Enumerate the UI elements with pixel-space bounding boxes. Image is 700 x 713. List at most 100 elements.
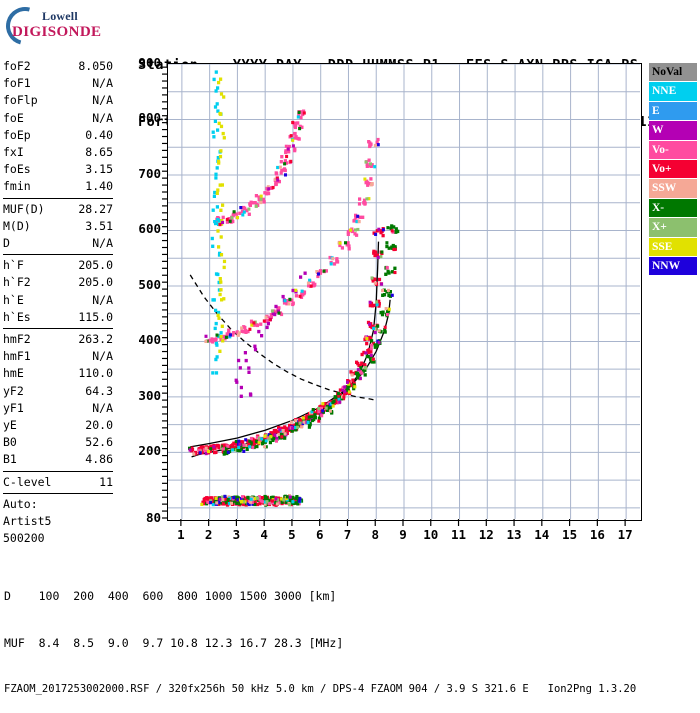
param-row-hes: h`Es 115.0 (3, 309, 113, 326)
param-row-d: D N/A (3, 235, 113, 252)
param-key: yE (3, 418, 17, 433)
param-key: M(D) (3, 218, 31, 233)
param-group-divider (3, 470, 113, 472)
footer-muf-row: MUF 8.4 8.5 9.0 9.7 10.8 12.3 16.7 28.3 … (4, 635, 344, 650)
param-key: C-level (3, 474, 52, 489)
y-axis-tick-label: 500 (138, 276, 161, 292)
data-series (215, 77, 227, 353)
param-value: N/A (92, 76, 113, 91)
param-key: h`Es (3, 309, 31, 324)
param-key: fmin (3, 179, 31, 194)
param-key: yF1 (3, 400, 24, 415)
legend-item-vo[interactable]: Vo+ (649, 159, 697, 180)
legend-item-e[interactable]: E (649, 101, 697, 122)
param-value: 4.86 (85, 452, 113, 467)
param-value: 52.6 (85, 435, 113, 450)
param-row-hmf2: hmF2 263.2 (3, 331, 113, 348)
param-value: 8.050 (78, 59, 113, 73)
x-axis-tick-label: 13 (506, 527, 522, 542)
param-value: N/A (92, 110, 113, 125)
legend-item-x[interactable]: X- (649, 198, 697, 219)
footer-distance-row: D 100 200 400 600 800 1000 1500 3000 [km… (4, 589, 337, 603)
param-value: 110.0 (78, 366, 113, 381)
param-key: MUF(D) (3, 201, 45, 216)
y-axis-tick-label: 900 (138, 55, 161, 70)
param-value: N/A (92, 93, 113, 108)
param-row-b1: B1 4.86 (3, 451, 113, 468)
legend-item-nne[interactable]: NNE (649, 82, 697, 102)
legend-item-ssw[interactable]: SSW (649, 179, 697, 199)
footer-file-row: FZAOM_2017253002000.RSF / 320fx256h 50 k… (4, 683, 637, 695)
direction-legend: NoVal NNE E W Vo- Vo+ SSW X- X+ SSE NNW (649, 63, 697, 277)
param-key: D (3, 236, 10, 251)
x-axis-tick-label: 8 (371, 527, 379, 542)
y-axis-tick-label: 400 (138, 332, 161, 348)
x-axis-tick-label: 12 (478, 527, 494, 542)
param-key: B1 (3, 452, 17, 467)
param-key: h`F (3, 258, 24, 273)
x-axis-tick-label: 5 (288, 527, 296, 542)
x-axis-tick-label: 11 (450, 527, 467, 542)
param-value: N/A (92, 349, 113, 364)
param-row-he: h`E N/A (3, 292, 113, 309)
param-key: hmF1 (3, 349, 31, 364)
ionogram-canvas (168, 64, 640, 519)
param-row-b0: B0 52.6 (3, 434, 113, 451)
param-value: 205.0 (78, 258, 113, 273)
y-axis-tick-label: 600 (138, 221, 161, 237)
legend-item-vo[interactable]: Vo- (649, 140, 697, 160)
param-row-hf2: h`F2 205.0 (3, 274, 113, 291)
param-key: hmE (3, 366, 24, 381)
x-axis-tick-label: 3 (232, 527, 241, 542)
param-row-fof2: foF2 8.050 (3, 58, 113, 75)
legend-item-x[interactable]: X+ (649, 218, 697, 238)
param-key: foF2 (3, 59, 31, 73)
legend-item-w[interactable]: W (649, 121, 697, 141)
param-row-foflp: foFlp N/A (3, 92, 113, 109)
param-group-divider (3, 197, 113, 199)
auto-scaler-line-2: 500200 (3, 531, 45, 546)
x-axis-tick-label: 15 (562, 527, 578, 542)
legend-item-sse[interactable]: SSE (649, 237, 697, 257)
param-key: B0 (3, 435, 17, 450)
param-key: foF1 (3, 76, 31, 91)
param-key: foE (3, 110, 24, 125)
param-key: foFlp (3, 93, 38, 108)
param-row-foep: foEp 0.40 (3, 127, 113, 144)
data-series (214, 109, 306, 226)
param-value: 205.0 (78, 275, 113, 290)
param-value: 3.15 (85, 162, 113, 177)
param-row-hmf1: hmF1 N/A (3, 348, 113, 365)
param-row-foe: foE N/A (3, 110, 113, 127)
y-axis-ticks (162, 66, 167, 519)
param-row-yf2: yF2 64.3 (3, 383, 113, 400)
param-value: 115.0 (78, 309, 113, 324)
param-value: N/A (92, 400, 113, 415)
param-value: 20.0 (85, 418, 113, 433)
x-axis-ticks (180, 519, 626, 526)
auto-scaler-line-1: Artist5 (3, 514, 52, 529)
ionospheric-parameters-panel: foF2 8.050 foF1 N/A foFlp N/A foE N/A foEp 0.40 fx… (3, 58, 113, 547)
param-key: hmF2 (3, 332, 31, 347)
param-key: foEp (3, 127, 31, 142)
param-value: 28.27 (78, 201, 113, 216)
legend-item-nnw[interactable]: NNW (649, 256, 697, 277)
x-axis-tick-label: 7 (343, 527, 352, 542)
y-axis-tick-label: 200 (138, 443, 161, 459)
y-axis-tick-label: 800 (138, 110, 161, 126)
param-key: h`E (3, 292, 24, 307)
param-row-clevel: C-level 11 (3, 474, 113, 491)
model-curve (189, 274, 377, 401)
param-group-divider (3, 328, 113, 330)
param-key: h`F2 (3, 275, 31, 290)
param-row-hf: h`F 205.0 (3, 257, 113, 274)
x-axis-tick-label: 10 (423, 527, 439, 542)
ionogram-plot[interactable] (167, 63, 642, 521)
y-axis-tick-label: 80 (145, 510, 161, 525)
legend-item-noval[interactable]: NoVal (649, 63, 697, 83)
x-axis-tick-label: 14 (534, 527, 550, 542)
param-value: 1.40 (85, 179, 113, 194)
auto-scaler-line-0: Auto: (3, 496, 38, 511)
x-axis-tick-label: 6 (315, 527, 324, 542)
x-axis-tick-label: 16 (589, 527, 605, 542)
